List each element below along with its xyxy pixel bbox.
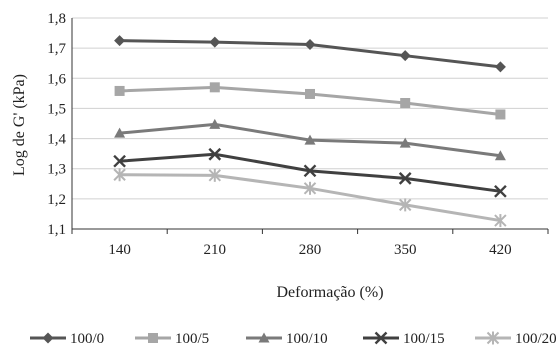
data-point (400, 98, 411, 109)
legend-label: 100/20 (515, 331, 556, 347)
data-point (209, 82, 220, 93)
data-point (399, 50, 411, 62)
data-point (494, 150, 506, 161)
gridlines (72, 17, 548, 230)
data-point (113, 154, 126, 168)
y-tick-label: 1,2 (47, 192, 66, 208)
x-tick-label: 210 (204, 242, 227, 258)
data-point (398, 172, 412, 185)
legend-marker (148, 333, 158, 343)
x-tick-label: 280 (299, 242, 322, 258)
x-tick-label: 140 (108, 242, 131, 258)
legend-item: 100/15 (363, 331, 445, 347)
series-100/5 (114, 82, 506, 120)
legend: 100/0 100/5 100/10 100/15 100/20 (30, 331, 556, 347)
legend-item: 100/20 (475, 331, 556, 347)
series-layer (113, 35, 507, 228)
x-tick-label: 420 (489, 242, 512, 258)
y-axis-title: Log de G' (kPa) (11, 74, 28, 176)
data-point (208, 168, 222, 182)
y-tick-label: 1,6 (47, 71, 66, 87)
legend-item: 100/5 (135, 331, 209, 347)
data-point (113, 168, 126, 182)
data-point (494, 214, 507, 228)
series-100/0 (114, 35, 506, 73)
legend-marker (258, 332, 270, 343)
x-tick-label: 350 (394, 242, 417, 258)
data-point (494, 184, 507, 198)
legend-label: 100/5 (175, 331, 209, 347)
y-tick-label: 1,1 (47, 222, 66, 238)
data-point (495, 109, 506, 120)
y-tick-label: 1,8 (47, 11, 66, 27)
series-100/20 (113, 168, 507, 228)
legend-item: 100/0 (30, 331, 104, 347)
y-tick-label: 1,7 (47, 41, 66, 57)
data-point (304, 39, 316, 51)
axes (71, 18, 549, 234)
data-point (208, 147, 222, 161)
x-axis-title: Deformação (%) (276, 284, 383, 301)
legend-marker (374, 331, 388, 345)
legend-item: 100/10 (246, 331, 328, 347)
data-point (305, 88, 315, 99)
data-point (303, 164, 317, 178)
legend-marker (486, 331, 500, 345)
legend-label: 100/0 (70, 331, 104, 347)
data-point (114, 127, 126, 138)
data-point (114, 35, 126, 47)
legend-label: 100/10 (286, 331, 328, 347)
legend-label: 100/15 (403, 331, 445, 347)
y-tick-label: 1,3 (47, 162, 66, 178)
y-tick-label: 1,5 (47, 101, 66, 117)
series-100/15 (113, 147, 507, 198)
tick-labels: 1,1 1,2 1,3 1,4 1,5 1,6 1,7 1,8 140 210 280 350 420 (47, 11, 511, 258)
data-point (399, 137, 411, 148)
y-tick-label: 1,4 (47, 132, 66, 148)
data-point (398, 198, 412, 212)
series-line (119, 173, 501, 223)
data-point (303, 181, 317, 195)
data-point (494, 61, 506, 73)
series-100/10 (114, 118, 506, 161)
legend-marker (42, 332, 54, 344)
data-point (209, 36, 221, 48)
data-point (304, 134, 316, 145)
data-point (114, 85, 125, 96)
data-point (209, 118, 221, 129)
